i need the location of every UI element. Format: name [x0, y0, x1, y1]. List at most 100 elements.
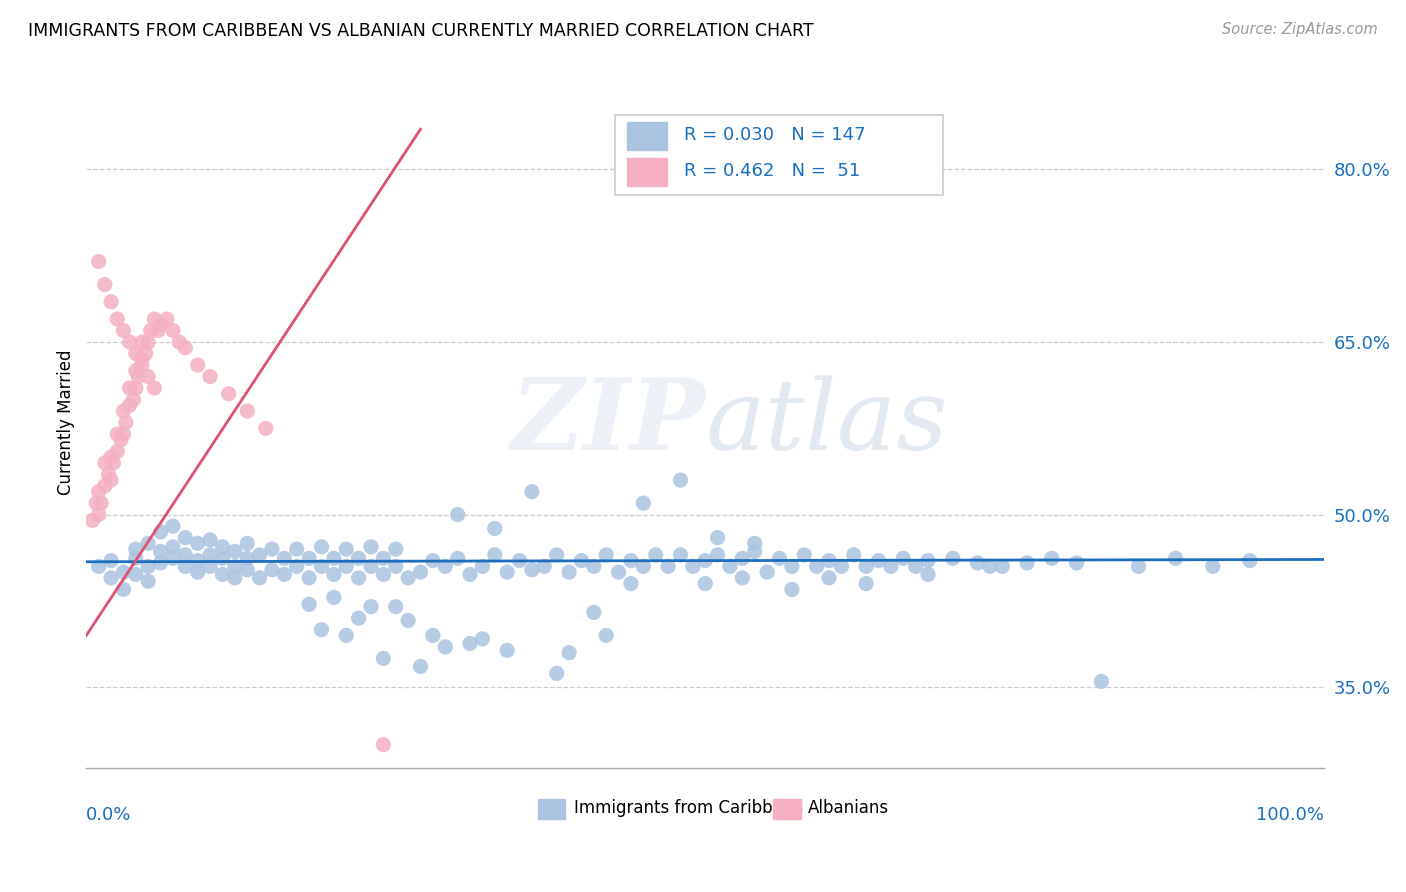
Point [979, 559, 1001, 574]
Point [125, 542, 148, 557]
Point [131, 352, 153, 367]
Point [224, 544, 246, 558]
Point [966, 556, 988, 570]
Point [273, 567, 295, 582]
Point [273, 551, 295, 566]
Bar [538, 798, 565, 820]
Point [100, 473, 122, 487]
Point [855, 559, 877, 574]
Point [322, 551, 344, 566]
Point [768, 551, 790, 566]
Point [236, 563, 259, 577]
Point [868, 554, 890, 568]
Point [917, 567, 939, 582]
Point [744, 536, 766, 550]
Point [146, 324, 169, 338]
Point [112, 427, 135, 442]
Bar [627, 122, 666, 150]
Text: atlas: atlas [706, 375, 948, 470]
Point [396, 571, 419, 585]
Point [446, 508, 468, 522]
Point [249, 571, 271, 585]
Point [917, 554, 939, 568]
Point [484, 521, 506, 535]
Point [322, 567, 344, 582]
Point [373, 567, 395, 582]
Point [118, 334, 141, 349]
Point [149, 544, 172, 558]
Point [644, 548, 666, 562]
Y-axis label: Currently Married: Currently Married [58, 350, 75, 495]
Point [122, 392, 145, 407]
Point [595, 628, 617, 642]
Point [607, 565, 630, 579]
Point [149, 318, 172, 332]
Point [509, 554, 531, 568]
Point [695, 554, 717, 568]
Point [103, 456, 125, 470]
Point [520, 484, 543, 499]
Point [218, 386, 240, 401]
Point [224, 571, 246, 585]
Point [174, 341, 197, 355]
Text: IMMIGRANTS FROM CARIBBEAN VS ALBANIAN CURRENTLY MARRIED CORRELATION CHART: IMMIGRANTS FROM CARIBBEAN VS ALBANIAN CU… [28, 22, 814, 40]
Point [446, 551, 468, 566]
Point [842, 548, 865, 562]
Point [285, 559, 308, 574]
Point [904, 559, 927, 574]
Point [125, 364, 148, 378]
Point [131, 358, 153, 372]
Point [198, 559, 221, 574]
Point [174, 559, 197, 574]
Point [1090, 674, 1112, 689]
Point [1164, 551, 1187, 566]
Point [582, 606, 605, 620]
Text: R = 0.030   N = 147: R = 0.030 N = 147 [685, 126, 866, 144]
Point [806, 559, 828, 574]
Point [793, 548, 815, 562]
Point [97, 467, 120, 482]
Point [125, 567, 148, 582]
Point [118, 398, 141, 412]
Point [198, 548, 221, 562]
Point [187, 358, 209, 372]
Point [558, 565, 581, 579]
Point [422, 628, 444, 642]
Point [87, 508, 110, 522]
Point [335, 559, 357, 574]
Point [260, 563, 283, 577]
Point [87, 559, 110, 574]
Point [127, 369, 149, 384]
Point [780, 559, 803, 574]
Point [880, 559, 903, 574]
Point [458, 636, 481, 650]
Point [706, 548, 728, 562]
Point [112, 582, 135, 597]
Point [139, 324, 162, 338]
Point [162, 551, 184, 566]
FancyBboxPatch shape [614, 115, 943, 194]
Point [125, 346, 148, 360]
Point [818, 571, 841, 585]
Point [112, 324, 135, 338]
Point [136, 574, 159, 589]
Point [384, 542, 406, 557]
Point [434, 559, 457, 574]
Point [224, 559, 246, 574]
Point [335, 628, 357, 642]
Point [260, 542, 283, 557]
Point [298, 571, 321, 585]
Point [162, 324, 184, 338]
Point [744, 544, 766, 558]
Point [373, 738, 395, 752]
Point [118, 381, 141, 395]
Point [780, 582, 803, 597]
Text: 100.0%: 100.0% [1256, 805, 1324, 823]
Point [136, 369, 159, 384]
Point [620, 576, 643, 591]
Point [110, 433, 132, 447]
Text: 0.0%: 0.0% [86, 805, 132, 823]
Point [347, 571, 370, 585]
Point [756, 565, 779, 579]
Point [855, 576, 877, 591]
